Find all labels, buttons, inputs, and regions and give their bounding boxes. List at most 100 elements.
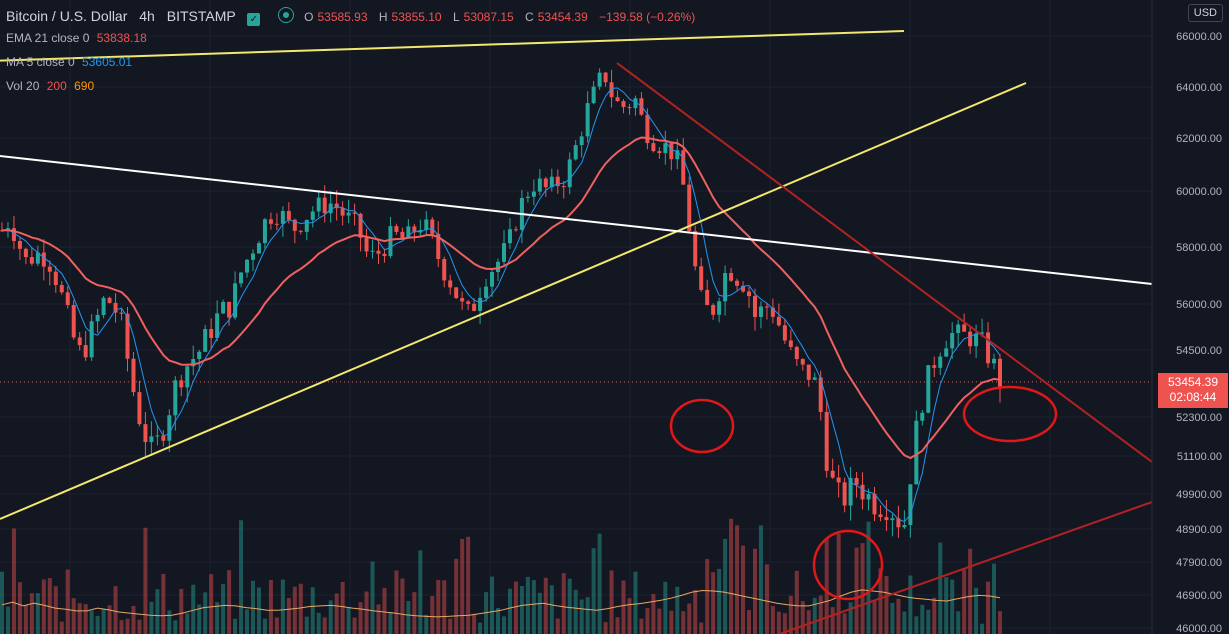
volume-bar: [286, 598, 291, 634]
volume-bar: [830, 607, 835, 634]
ma-legend[interactable]: MA 5 close 0 53605.01: [6, 55, 132, 69]
candle-body: [507, 229, 512, 244]
volume-bar: [83, 604, 88, 634]
volume-bar: [143, 527, 148, 634]
candle-body: [59, 284, 64, 293]
candle-body: [292, 219, 297, 231]
ema-legend[interactable]: EMA 21 close 0 53838.18: [6, 31, 147, 45]
volume-bar: [215, 602, 220, 634]
candle-body: [197, 351, 202, 360]
candle-body: [866, 493, 871, 500]
candle-body: [603, 72, 608, 83]
candle-body: [974, 333, 979, 347]
volume-bar: [639, 618, 644, 634]
volume-bar: [890, 602, 895, 634]
volume-bar: [914, 616, 919, 634]
candle-body: [884, 517, 889, 521]
candle-body: [340, 208, 345, 216]
red-downtrend-line: [616, 62, 1153, 463]
currency-button[interactable]: USD: [1187, 4, 1223, 22]
candle-body: [872, 493, 877, 515]
candle-body: [699, 266, 704, 290]
candle-body: [466, 301, 471, 304]
candle-body: [316, 197, 321, 212]
volume-bar: [735, 525, 740, 634]
volume-bar: [161, 573, 166, 634]
candle-body: [651, 143, 656, 152]
volume-bar: [95, 615, 100, 634]
candle-body: [663, 143, 668, 154]
volume-bar: [113, 586, 118, 634]
volume-bar: [346, 607, 351, 634]
candle-body: [621, 101, 626, 108]
volume-bar: [490, 576, 495, 634]
volume-bar: [609, 570, 614, 634]
highlight-circle: [962, 385, 1058, 443]
volume-bar: [561, 573, 566, 634]
volume-bar: [101, 608, 106, 634]
candle-body: [53, 271, 58, 285]
high-value: 53855.10: [391, 10, 442, 24]
candle-body: [394, 226, 399, 232]
candle-body: [125, 313, 130, 359]
volume-bar: [800, 601, 805, 634]
candle-body: [382, 253, 387, 257]
candle-body: [920, 412, 925, 421]
candle-body: [412, 226, 417, 233]
candle-body: [173, 380, 178, 416]
candle-body: [484, 286, 489, 298]
candle-body: [448, 280, 453, 288]
volume-bar: [860, 543, 865, 634]
volume-bar: [699, 622, 704, 634]
candle-body: [11, 228, 16, 242]
volume-bar: [866, 521, 871, 634]
volume-bar: [119, 620, 124, 634]
volume-bar: [340, 582, 345, 634]
y-tick-label: 60000.00: [1176, 186, 1222, 198]
volume-bar: [501, 616, 506, 634]
candle-body: [304, 219, 309, 232]
volume-bar: [621, 580, 626, 634]
candle-body: [95, 314, 100, 322]
volume-bar: [322, 617, 327, 634]
candle-body: [854, 477, 859, 485]
candle-body: [992, 358, 997, 364]
volume-bar: [980, 623, 985, 634]
volume-bar: [513, 581, 518, 634]
volume-legend[interactable]: Vol 20 200 690: [6, 79, 94, 93]
volume-bar: [782, 613, 787, 634]
volume-bar: [496, 607, 501, 634]
volume-bar: [675, 586, 680, 634]
candle-body: [221, 301, 226, 314]
vol-label: Vol 20: [6, 79, 40, 93]
candle-body: [860, 484, 865, 500]
grid: [0, 0, 1152, 634]
interval-label[interactable]: 4h: [139, 8, 155, 24]
candle-body: [501, 243, 506, 262]
candle-body: [131, 358, 136, 393]
candle-body: [525, 196, 530, 198]
upper-yellow-line: [0, 30, 905, 62]
symbol-name[interactable]: Bitcoin / U.S. Dollar: [6, 8, 128, 24]
volume-bar: [179, 588, 184, 634]
price-axis[interactable]: 66000.00 64000.00 62000.00 60000.00 58000.00…: [1151, 0, 1222, 634]
candle-body: [591, 86, 596, 104]
candle-body: [268, 219, 273, 224]
volume-bar: [615, 617, 620, 634]
candle-body: [65, 292, 70, 305]
volume-bar: [412, 592, 417, 634]
candle-body: [998, 358, 1002, 389]
volume-bar: [406, 600, 411, 634]
realtime-icon: [278, 7, 295, 23]
volume-bar: [268, 580, 273, 634]
volume-bar: [394, 570, 399, 634]
ma-label: MA 5 close 0: [6, 55, 75, 69]
volume-bar: [968, 548, 973, 634]
volume-bar: [65, 569, 70, 634]
y-tick-label: 54500.00: [1176, 345, 1222, 357]
volume-bar: [603, 622, 608, 634]
volume-bar: [460, 538, 465, 634]
change-value: −139.58 (−0.26%): [599, 10, 696, 24]
candle-body: [179, 380, 184, 388]
